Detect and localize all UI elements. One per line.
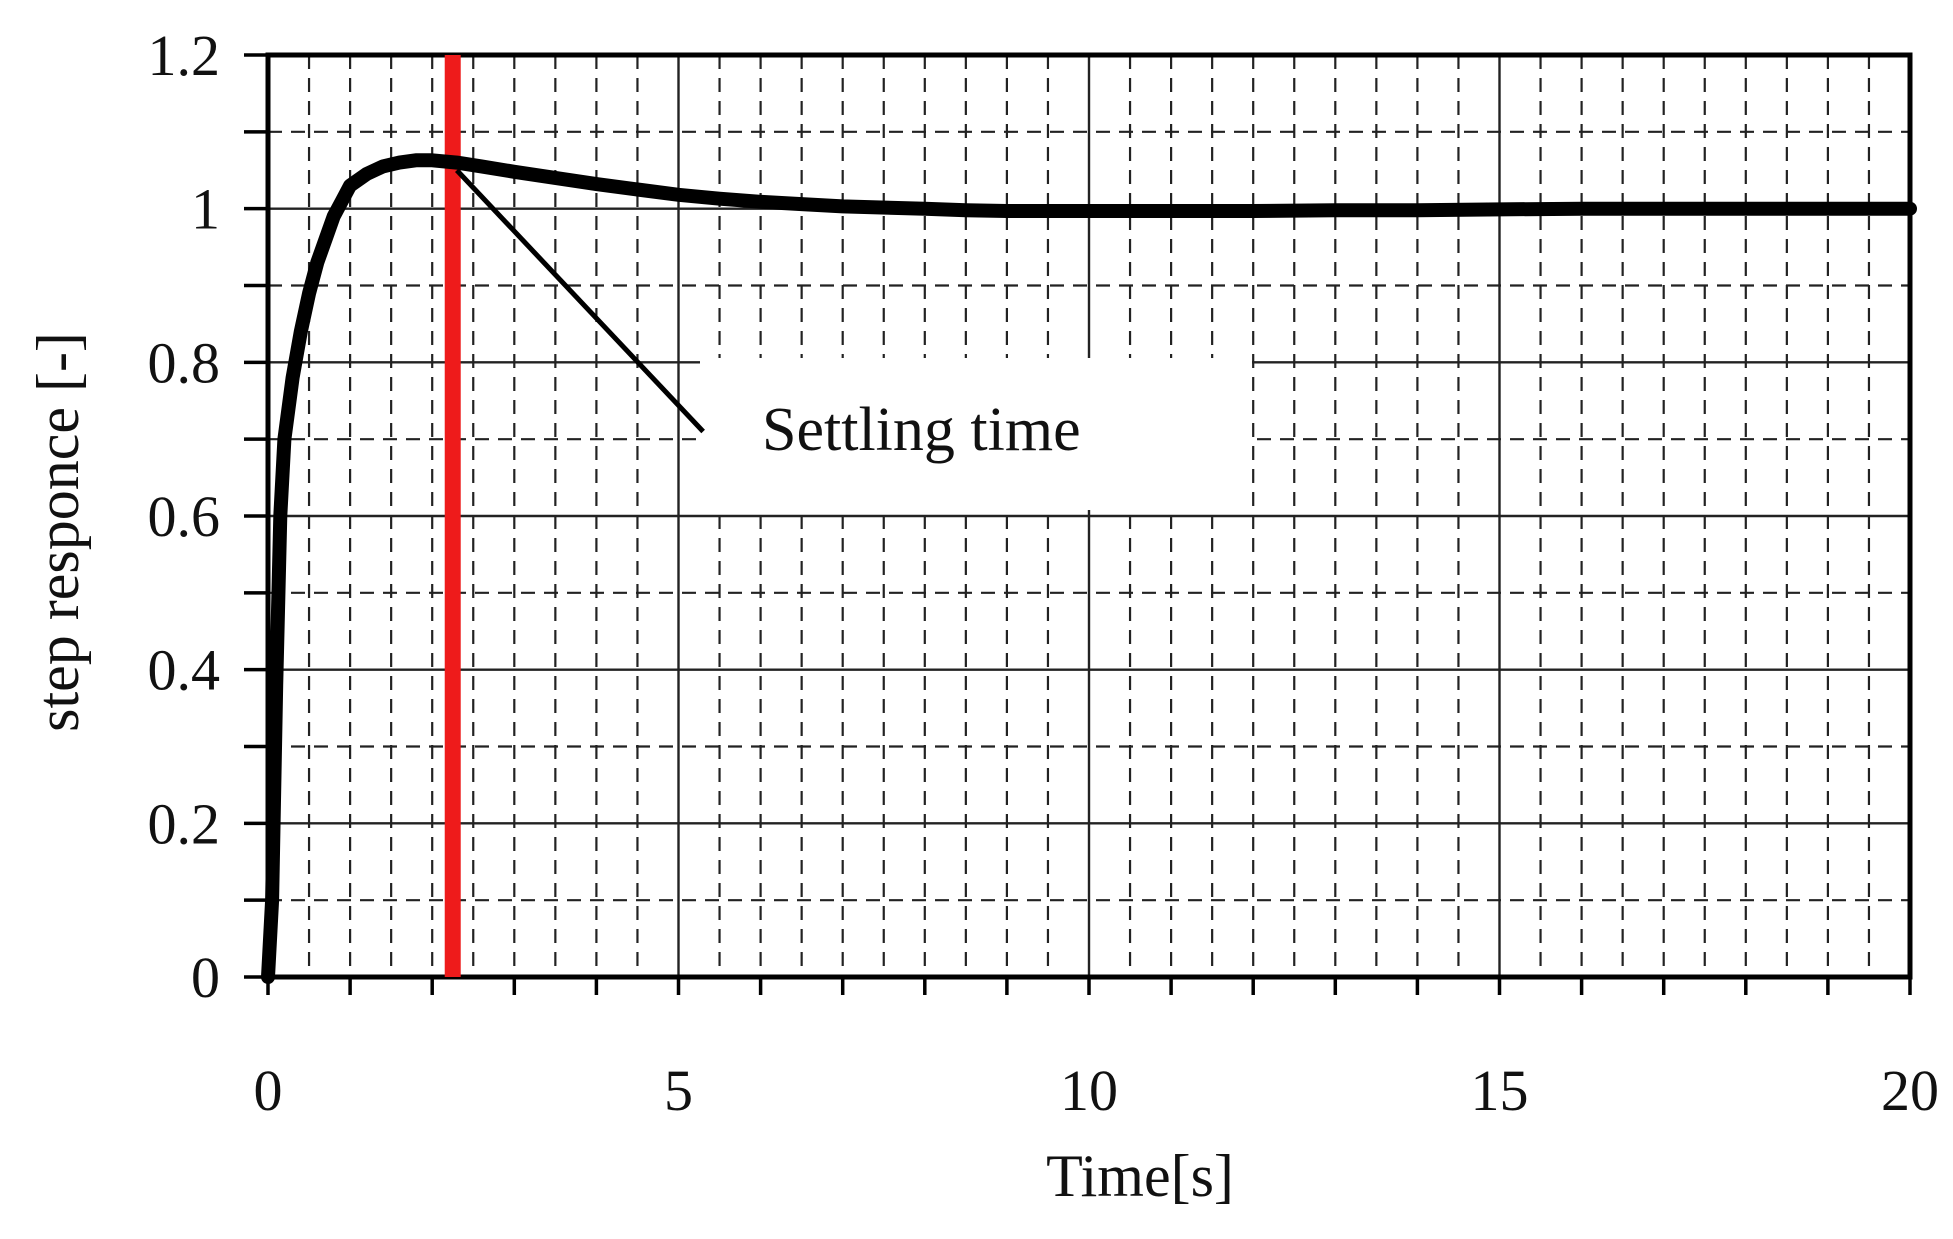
- x-tick-label: 0: [254, 1058, 283, 1123]
- x-tick-label: 20: [1881, 1058, 1939, 1123]
- x-tick-label: 15: [1471, 1058, 1529, 1123]
- y-tick-label: 0: [191, 945, 220, 1010]
- axes: [244, 52, 1913, 995]
- grid-lines: [268, 55, 1910, 977]
- x-axis-title: Time[s]: [1046, 1143, 1234, 1209]
- annotation-label: Settling time: [762, 396, 1081, 464]
- y-axis-title: step responce [-]: [25, 332, 91, 732]
- tick-labels: 0 0.2 0.4 0.6 0.8 1 1.2 0 5 10 15 20: [148, 23, 1940, 1123]
- annotation-leader-line: [455, 168, 705, 434]
- x-tick-label: 5: [664, 1058, 693, 1123]
- y-tick-label: 0.6: [148, 484, 221, 549]
- series-layer: [261, 153, 1917, 984]
- y-tick-label: 1.2: [148, 23, 221, 88]
- step-response-line: [261, 153, 1917, 984]
- x-tick-label: 10: [1060, 1058, 1118, 1123]
- annotation-layer: Settling time: [455, 168, 1081, 464]
- y-tick-label: 0.8: [148, 330, 221, 395]
- y-tick-label: 1: [191, 177, 220, 242]
- annotation-background: [700, 358, 1252, 510]
- y-tick-label: 0.4: [148, 638, 221, 703]
- y-tick-label: 0.2: [148, 791, 221, 856]
